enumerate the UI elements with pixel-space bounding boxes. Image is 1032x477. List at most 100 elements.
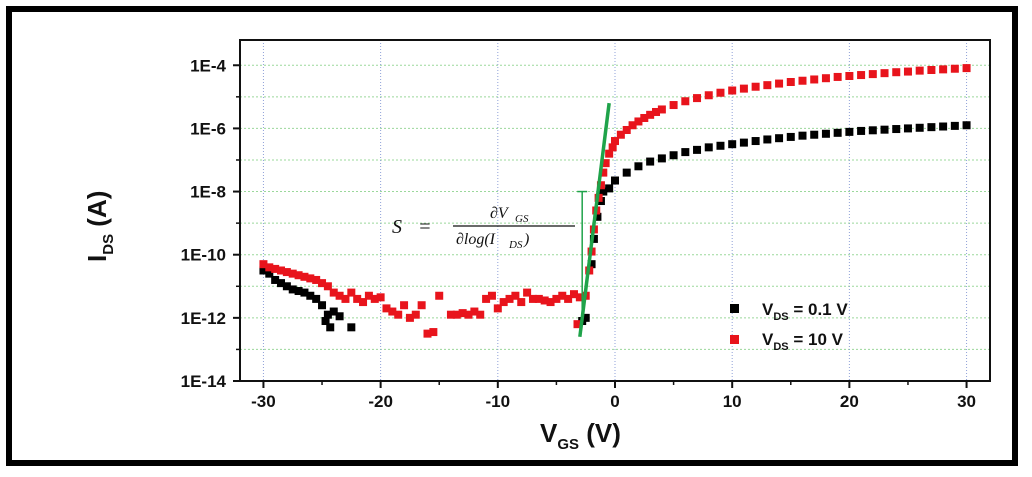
data-point <box>464 310 473 319</box>
data-point <box>318 301 327 310</box>
data-point <box>611 176 619 185</box>
formula-denominator-close: ) <box>523 231 529 248</box>
x-tick-label: -30 <box>251 392 276 411</box>
y-tick-label: 1E-14 <box>181 372 227 391</box>
data-point <box>634 162 643 171</box>
data-point <box>306 291 315 300</box>
data-point <box>810 75 819 84</box>
data-point <box>599 168 608 177</box>
data-point <box>892 125 901 134</box>
data-point <box>704 143 713 152</box>
data-point <box>775 79 784 88</box>
y-axis-title-sub: DS <box>100 234 117 255</box>
data-point <box>716 88 725 97</box>
data-point <box>323 282 332 291</box>
x-tick-label: -10 <box>486 392 511 411</box>
data-point <box>505 294 514 303</box>
data-point <box>915 123 924 132</box>
data-point <box>593 212 602 221</box>
data-point <box>950 64 959 73</box>
data-point <box>798 131 807 140</box>
data-point <box>359 298 368 307</box>
data-point <box>376 293 385 302</box>
data-point <box>622 125 631 134</box>
data-point <box>798 76 807 85</box>
data-point <box>558 291 567 300</box>
data-point <box>628 121 637 130</box>
formula-equals: = <box>418 216 432 238</box>
data-point <box>833 72 842 81</box>
y-axis-title-unit: (A) <box>82 191 112 234</box>
data-point <box>326 323 335 332</box>
data-point <box>575 293 584 302</box>
data-point <box>739 138 748 147</box>
legend-label-vds01: VDS = 0.1 V <box>762 300 848 323</box>
data-point <box>388 307 397 316</box>
data-point <box>411 310 420 319</box>
data-point <box>868 126 877 135</box>
data-point <box>423 329 432 338</box>
data-point <box>892 68 901 77</box>
data-point <box>294 271 303 280</box>
data-point <box>763 81 772 90</box>
data-point <box>681 97 690 106</box>
data-point <box>405 313 414 322</box>
data-point <box>329 307 338 316</box>
data-point <box>429 328 438 337</box>
data-point <box>810 130 819 139</box>
data-point <box>321 317 330 326</box>
data-point <box>669 101 678 110</box>
data-point <box>353 294 362 303</box>
data-point <box>288 285 297 294</box>
data-point <box>511 291 520 300</box>
y-tick-label: 1E-4 <box>190 56 226 75</box>
x-axis-title: VGS (V) <box>540 418 621 453</box>
data-point <box>880 69 889 78</box>
formula-denominator: ∂log(I <box>456 231 496 248</box>
data-point <box>845 127 854 136</box>
data-point <box>382 304 391 313</box>
data-point <box>596 181 605 190</box>
data-point <box>569 290 578 299</box>
x-tick-label: 30 <box>957 392 976 411</box>
data-point <box>265 269 274 278</box>
x-axis-title-sub: GS <box>557 436 579 453</box>
data-point <box>306 274 315 283</box>
data-point <box>452 310 461 319</box>
data-point <box>271 264 280 273</box>
y-tick-label: 1E-8 <box>190 183 226 202</box>
subthreshold-swing-formula: S = ∂V GS ∂log(I DS ) <box>392 205 575 251</box>
data-point <box>622 168 631 177</box>
data-point <box>845 71 854 80</box>
data-point <box>704 91 713 100</box>
data-point <box>282 282 291 291</box>
data-point <box>400 301 409 310</box>
data-point <box>616 130 625 139</box>
data-point <box>868 70 877 79</box>
data-point <box>821 129 830 138</box>
data-points <box>259 64 971 338</box>
y-axis-title: IDS (A) <box>82 191 117 262</box>
data-point <box>300 288 309 297</box>
data-point <box>540 296 549 305</box>
data-point <box>962 64 971 73</box>
x-tick-label: -20 <box>368 392 393 411</box>
data-point <box>271 275 280 284</box>
x-axis-title-main: V <box>540 418 558 448</box>
data-point <box>652 107 661 116</box>
data-point <box>470 307 479 316</box>
data-point <box>259 266 268 275</box>
data-point <box>599 187 608 196</box>
data-point <box>277 266 286 275</box>
x-tick-label: 10 <box>723 392 742 411</box>
data-point <box>657 154 666 163</box>
data-point <box>786 132 795 141</box>
data-point <box>962 121 971 130</box>
data-point <box>605 184 614 193</box>
data-point <box>458 309 467 318</box>
data-point <box>693 94 702 103</box>
data-point <box>581 313 590 322</box>
data-point <box>608 143 617 152</box>
y-tick-label: 1E-10 <box>181 246 226 265</box>
